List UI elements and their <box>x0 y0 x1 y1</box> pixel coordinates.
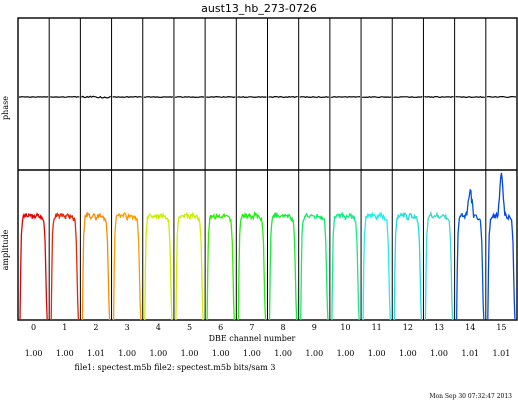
phase-trace <box>393 96 423 99</box>
amplitude-trace-ch6 <box>206 212 235 321</box>
channel-tick-label: 5 <box>187 323 192 332</box>
amplitude-trace-ch5 <box>175 211 204 321</box>
phase-trace <box>112 95 142 99</box>
channel-ratio-label: 1.01 <box>87 349 105 358</box>
channel-tick-label: 9 <box>312 323 317 332</box>
phase-trace <box>237 96 267 99</box>
channel-ratio-label: 1.00 <box>25 349 43 358</box>
phase-trace <box>299 96 329 99</box>
channel-tick-label: 2 <box>93 323 98 332</box>
phase-trace <box>424 95 454 99</box>
amplitude-traces <box>19 172 516 321</box>
channel-ratio-label: 1.00 <box>430 349 448 358</box>
channel-tick-label: 15 <box>496 323 506 332</box>
amplitude-trace-ch1 <box>50 211 80 321</box>
channel-ratio-label: 1.00 <box>305 349 323 358</box>
channel-ratio-label: 1.01 <box>461 349 479 358</box>
channel-tick-label: 12 <box>403 323 413 332</box>
amplitude-trace-ch12 <box>393 211 423 321</box>
channel-ratio-label: 1.00 <box>56 349 74 358</box>
amplitude-trace-ch14 <box>455 188 485 321</box>
amplitude-trace-ch11 <box>362 211 391 321</box>
phase-trace <box>50 95 80 98</box>
phase-axis-label: phase <box>1 96 10 120</box>
channel-ratio-label: 1.00 <box>368 349 386 358</box>
phase-trace <box>268 95 298 99</box>
amplitude-trace-ch8 <box>268 212 298 321</box>
amplitude-trace-ch10 <box>331 211 360 321</box>
channel-tick-label: 1 <box>62 323 67 332</box>
channel-tick-label: 4 <box>156 323 161 332</box>
channel-ratio-label: 1.00 <box>399 349 417 358</box>
channel-ratio-labels: 1.00 1.00 1.01 1.00 1.00 1.00 1.00 1.00 1.00 1.00… <box>25 349 511 358</box>
amplitude-axis-label: amplitude <box>1 229 10 270</box>
channel-ratio-label: 1.00 <box>337 349 355 358</box>
panel-frames <box>17 17 518 321</box>
channel-tick-label: 7 <box>249 323 254 332</box>
channel-tick-label: 6 <box>218 323 223 332</box>
channel-tick-label: 14 <box>465 323 475 332</box>
phase-trace <box>330 96 361 98</box>
amplitude-trace-ch2 <box>81 211 111 321</box>
amplitude-trace-ch0 <box>19 212 48 321</box>
phase-trace <box>19 96 49 98</box>
phase-traces <box>19 95 517 99</box>
channel-tick-label: 13 <box>434 323 444 332</box>
channel-ratio-label: 1.00 <box>118 349 136 358</box>
phase-trace <box>362 96 392 98</box>
x-axis-label: DBE channel number <box>209 334 296 343</box>
channel-ratio-label: 1.01 <box>493 349 511 358</box>
phase-trace <box>143 96 174 99</box>
file-info: file1: spectest.m5b file2: spectest.m5b … <box>75 363 276 372</box>
channel-tick-labels: 0 1 2 3 4 5 6 7 8 9 10 11 12 13 14 15 <box>31 323 506 332</box>
channel-tick-label: 8 <box>281 323 286 332</box>
phase-trace <box>455 96 485 99</box>
plot-title: aust13_hb_273-0726 <box>201 2 317 15</box>
amplitude-trace-ch4 <box>144 211 173 321</box>
phase-trace <box>81 95 111 99</box>
channel-ratio-label: 1.00 <box>212 349 230 358</box>
timestamp: Mon Sep 30 07:32:47 2013 <box>429 393 512 400</box>
phase-trace <box>206 95 236 99</box>
amplitude-trace-ch7 <box>237 210 267 321</box>
phase-trace <box>174 96 205 99</box>
channel-tick-label: 0 <box>31 323 36 332</box>
channel-ratio-label: 1.00 <box>274 349 292 358</box>
channel-tick-label: 3 <box>125 323 130 332</box>
amplitude-trace-ch9 <box>300 212 329 321</box>
amplitude-trace-ch3 <box>112 212 142 321</box>
channel-ratio-label: 1.00 <box>243 349 261 358</box>
amplitude-trace-ch15 <box>487 172 516 321</box>
channel-ratio-label: 1.00 <box>149 349 167 358</box>
channel-tick-label: 10 <box>340 323 350 332</box>
phase-trace <box>486 95 517 99</box>
channel-tick-label: 11 <box>372 323 382 332</box>
amplitude-trace-ch13 <box>424 210 454 321</box>
channel-ratio-label: 1.00 <box>181 349 199 358</box>
